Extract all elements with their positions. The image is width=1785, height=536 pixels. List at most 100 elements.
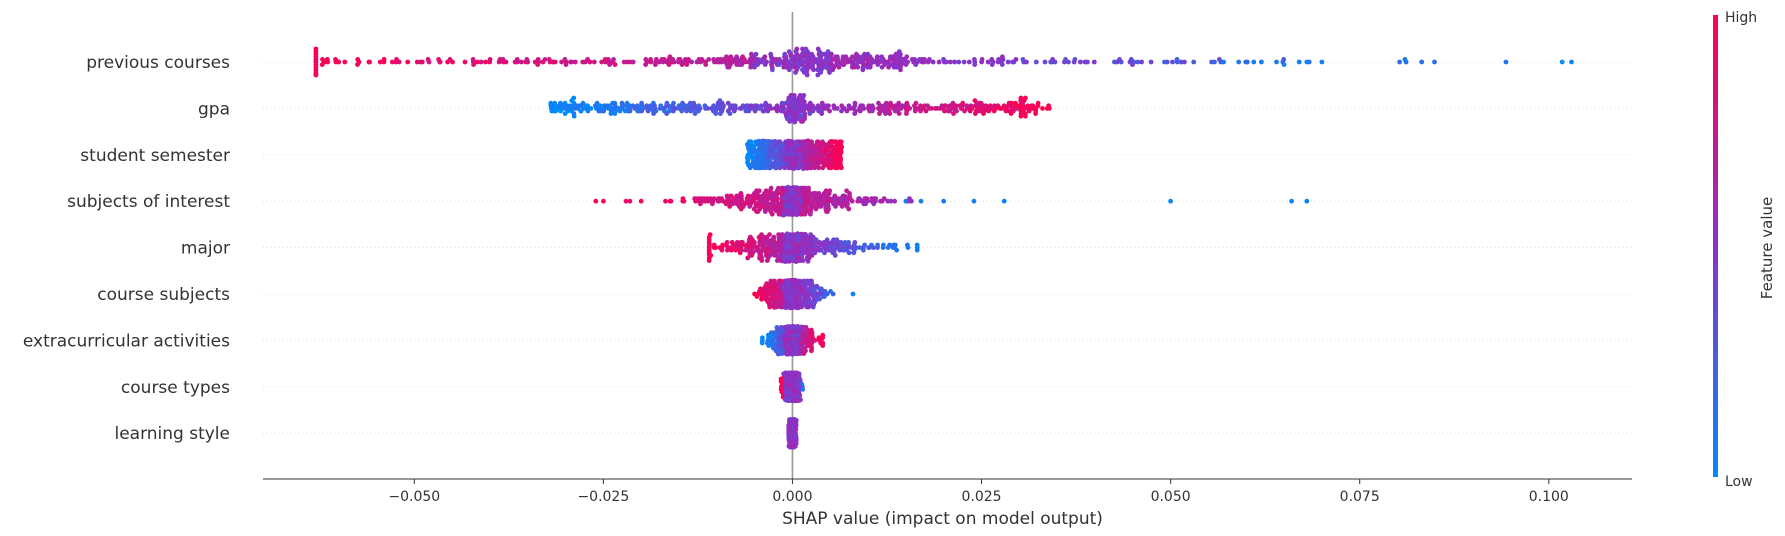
shap-point xyxy=(942,103,948,109)
shap-point xyxy=(792,119,798,125)
shap-point xyxy=(514,57,520,62)
shap-point xyxy=(593,198,599,204)
shap-point xyxy=(899,103,905,109)
shap-point xyxy=(781,64,787,70)
shap-point xyxy=(862,196,868,202)
shap-point xyxy=(621,103,626,109)
shap-point xyxy=(639,100,644,106)
shap-point xyxy=(1168,198,1173,204)
shap-point xyxy=(609,59,615,65)
shap-point xyxy=(627,198,633,204)
shap-point xyxy=(792,163,798,168)
shap-point xyxy=(857,245,862,251)
shap-point xyxy=(800,146,805,152)
shap-point xyxy=(793,70,798,75)
shap-point xyxy=(899,62,904,67)
shap-point xyxy=(757,255,762,261)
shap-point xyxy=(745,155,750,161)
shap-point xyxy=(930,59,936,65)
shap-point xyxy=(776,185,781,191)
shap-point xyxy=(680,196,686,202)
shap-point xyxy=(748,103,754,109)
shap-point xyxy=(812,57,818,62)
shap-point xyxy=(881,108,887,114)
shap-point xyxy=(706,258,712,263)
shap-point xyxy=(807,100,813,106)
shap-point xyxy=(792,64,798,70)
shap-point xyxy=(832,164,838,170)
shap-point xyxy=(858,57,864,62)
shap-point xyxy=(727,245,733,251)
shap-point xyxy=(684,62,690,67)
shap-point xyxy=(518,59,524,65)
shap-point xyxy=(725,64,731,70)
shap-point xyxy=(1063,57,1068,62)
shap-point xyxy=(894,247,900,253)
shap-point xyxy=(739,247,745,253)
shap-point xyxy=(793,345,798,350)
shap-point xyxy=(571,113,577,119)
colorbar-title: Feature value xyxy=(1758,197,1776,299)
shap-point xyxy=(800,387,806,392)
shap-point xyxy=(782,51,788,57)
shap-point xyxy=(487,57,493,62)
shap-point xyxy=(788,254,793,260)
shap-point xyxy=(799,119,804,124)
shap-point xyxy=(905,242,910,248)
shap-point xyxy=(1304,59,1310,65)
shap-point xyxy=(447,57,453,62)
shap-point xyxy=(860,67,866,73)
shap-point xyxy=(771,57,777,62)
shap-point xyxy=(794,394,800,400)
shap-point xyxy=(809,157,814,162)
shap-point xyxy=(793,426,798,431)
shap-point xyxy=(602,57,608,62)
shap-point xyxy=(761,234,767,240)
shap-point xyxy=(789,145,795,151)
shap-point xyxy=(783,395,788,401)
shap-point xyxy=(781,195,787,201)
shap-point xyxy=(798,199,804,205)
shap-point xyxy=(820,165,826,171)
shap-point xyxy=(601,198,606,204)
shap-point xyxy=(571,95,577,101)
shap-point xyxy=(885,198,891,204)
shap-point xyxy=(877,111,882,116)
shap-point xyxy=(871,201,877,207)
shap-point xyxy=(862,242,867,248)
shap-point xyxy=(1112,59,1117,65)
shap-point xyxy=(815,103,821,109)
shap-point xyxy=(784,342,790,347)
shap-point xyxy=(1001,198,1007,204)
shap-point xyxy=(578,108,584,114)
shap-point xyxy=(355,57,361,62)
shap-point xyxy=(838,155,843,161)
shap-point xyxy=(832,155,838,161)
shap-point xyxy=(869,108,875,114)
shap-point xyxy=(622,108,628,114)
shap-point xyxy=(903,198,909,204)
shap-point xyxy=(671,100,676,106)
shap-point xyxy=(791,100,797,106)
shap-point xyxy=(790,436,795,442)
shap-point xyxy=(896,100,902,106)
shap-point xyxy=(1148,59,1154,65)
shap-point xyxy=(599,59,605,65)
shap-point xyxy=(1128,57,1134,62)
shap-point xyxy=(319,62,325,67)
shap-point xyxy=(777,240,783,246)
shap-point xyxy=(966,59,972,65)
shap-point xyxy=(1048,59,1054,65)
shap-point xyxy=(761,108,767,114)
shap-point xyxy=(1018,113,1024,119)
shap-point xyxy=(389,59,395,65)
shap-point xyxy=(816,165,822,171)
shap-point xyxy=(791,194,797,200)
shap-point xyxy=(692,111,698,116)
shap-point xyxy=(552,59,558,65)
shap-point xyxy=(776,256,782,261)
shap-points xyxy=(313,46,1574,450)
shap-point xyxy=(977,100,983,106)
shap-point xyxy=(724,193,730,199)
shap-point xyxy=(608,111,614,116)
